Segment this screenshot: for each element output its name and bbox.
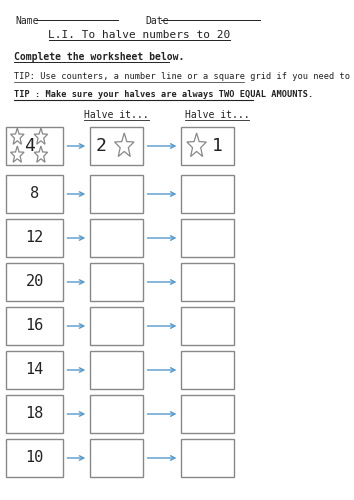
Text: TIP : Make sure your halves are always TWO EQUAL AMOUNTS.: TIP : Make sure your halves are always T… [14,90,313,99]
Bar [6,351,63,389]
Bar [6,175,63,213]
Bar [90,127,143,165]
Bar [6,263,63,301]
Bar [90,219,143,257]
Bar [90,263,143,301]
Text: 12: 12 [25,230,44,246]
Bar [181,219,234,257]
Bar [6,307,63,345]
Text: 20: 20 [25,274,44,289]
Bar [6,439,63,477]
Text: Complete the worksheet below.: Complete the worksheet below. [14,52,184,62]
Bar [90,439,143,477]
Text: 1: 1 [212,137,223,155]
Text: Name: Name [16,16,39,26]
Bar [181,439,234,477]
Bar [90,351,143,389]
Text: 16: 16 [25,318,44,334]
Bar [6,127,63,165]
Text: 8: 8 [30,186,39,202]
Text: Date: Date [145,16,169,26]
Bar [90,395,143,433]
Bar [6,395,63,433]
Text: 18: 18 [25,406,44,422]
Text: TIP: Use counters, a number line or a square grid if you need to: TIP: Use counters, a number line or a sq… [14,72,350,81]
Bar [181,175,234,213]
Text: 14: 14 [25,362,44,378]
Bar [6,219,63,257]
Bar [181,127,234,165]
Text: 10: 10 [25,450,44,466]
Text: 2: 2 [95,137,106,155]
Bar [181,351,234,389]
Text: L.I. To halve numbers to 20: L.I. To halve numbers to 20 [48,30,230,40]
Bar [181,307,234,345]
Text: Halve it...: Halve it... [84,110,149,120]
Bar [90,175,143,213]
Bar [90,307,143,345]
Bar [181,263,234,301]
Text: Halve it...: Halve it... [185,110,249,120]
Text: 4: 4 [24,137,35,155]
Bar [181,395,234,433]
